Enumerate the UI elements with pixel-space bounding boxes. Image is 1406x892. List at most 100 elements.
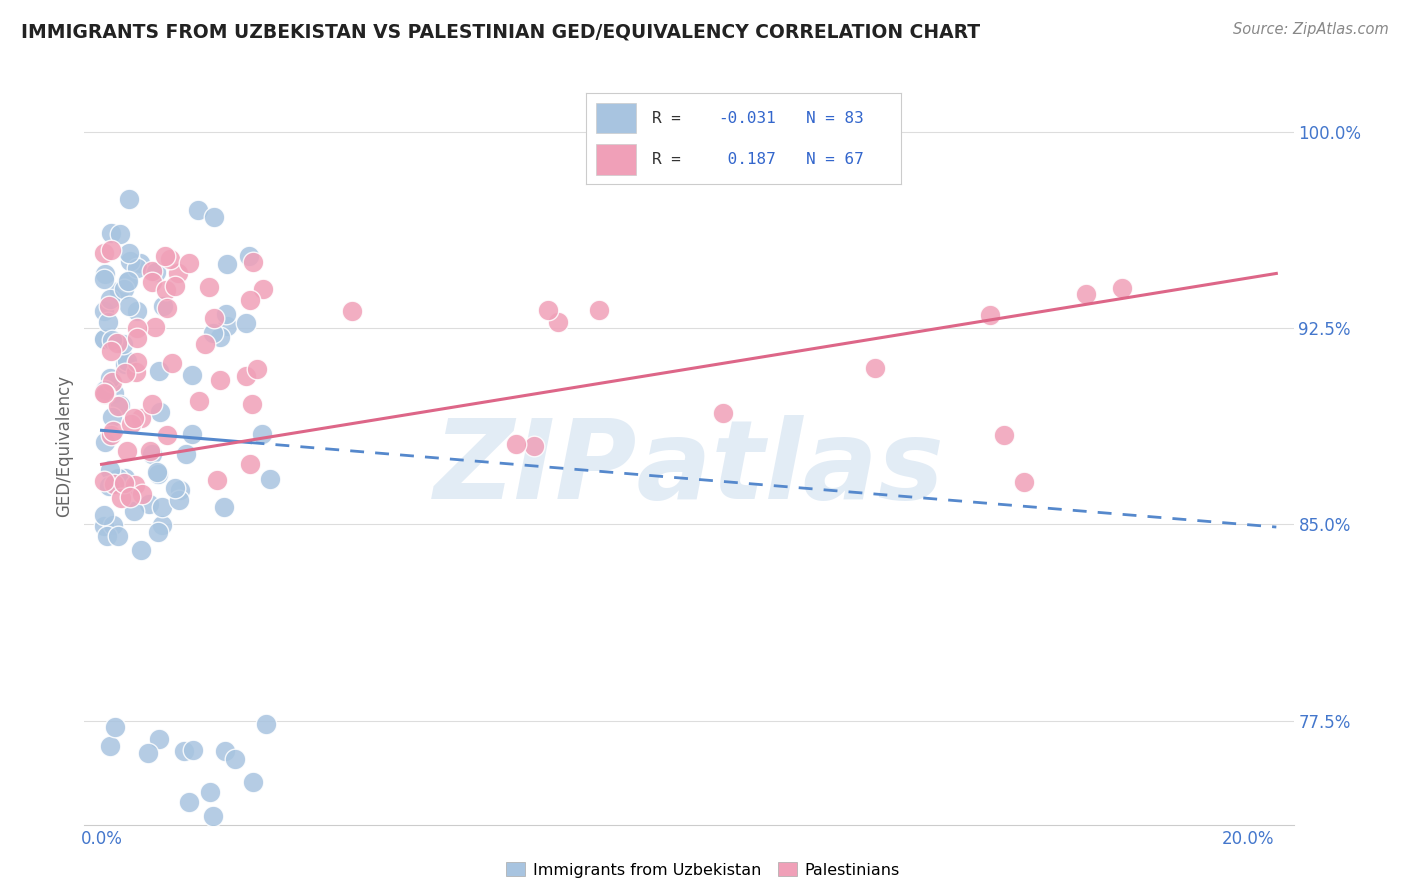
Point bbox=[214, 500, 236, 515]
Point bbox=[177, 256, 200, 270]
Point bbox=[138, 497, 160, 511]
Point bbox=[98, 292, 121, 306]
Point bbox=[202, 210, 225, 224]
Point bbox=[120, 254, 142, 268]
Point bbox=[148, 732, 170, 747]
Point bbox=[94, 383, 117, 397]
Point bbox=[117, 444, 139, 458]
Point bbox=[169, 483, 191, 498]
Point bbox=[239, 293, 262, 307]
Point bbox=[93, 303, 115, 318]
Point bbox=[224, 752, 246, 766]
Point bbox=[153, 249, 176, 263]
Point bbox=[588, 302, 610, 317]
Point bbox=[188, 393, 211, 408]
Text: Source: ZipAtlas.com: Source: ZipAtlas.com bbox=[1233, 22, 1389, 37]
Point bbox=[101, 375, 124, 389]
Point bbox=[181, 368, 204, 382]
Point bbox=[167, 492, 190, 507]
Point bbox=[125, 304, 148, 318]
Point bbox=[149, 405, 172, 419]
Point bbox=[156, 301, 179, 315]
Point bbox=[114, 470, 136, 484]
Point bbox=[198, 280, 221, 294]
Point bbox=[110, 491, 132, 505]
Point bbox=[118, 246, 141, 260]
Point bbox=[256, 717, 278, 731]
Point bbox=[163, 279, 186, 293]
Point bbox=[94, 435, 117, 450]
Point bbox=[93, 272, 115, 286]
Point bbox=[107, 335, 129, 350]
Point bbox=[100, 227, 122, 241]
Point bbox=[214, 744, 236, 758]
Text: IMMIGRANTS FROM UZBEKISTAN VS PALESTINIAN GED/EQUIVALENCY CORRELATION CHART: IMMIGRANTS FROM UZBEKISTAN VS PALESTINIA… bbox=[21, 22, 980, 41]
Point bbox=[202, 326, 225, 340]
Point bbox=[250, 426, 273, 441]
Point bbox=[108, 398, 131, 412]
Point bbox=[103, 425, 125, 439]
Point bbox=[104, 720, 127, 734]
Point bbox=[208, 373, 231, 387]
Point bbox=[136, 747, 159, 761]
Point bbox=[148, 364, 170, 378]
Point bbox=[107, 528, 129, 542]
Point bbox=[1074, 287, 1097, 301]
Point bbox=[141, 447, 163, 461]
Point bbox=[96, 528, 118, 542]
Point bbox=[93, 332, 115, 346]
Point bbox=[159, 252, 181, 266]
Point bbox=[215, 307, 238, 321]
Point bbox=[194, 337, 217, 351]
Point bbox=[141, 275, 163, 289]
Point bbox=[148, 467, 170, 482]
Point bbox=[112, 475, 135, 490]
Point bbox=[103, 386, 125, 401]
Point bbox=[115, 353, 138, 368]
Point bbox=[98, 463, 121, 477]
Point bbox=[155, 283, 177, 297]
Point bbox=[112, 282, 135, 296]
Point bbox=[215, 257, 238, 271]
Point bbox=[127, 261, 149, 276]
Point bbox=[139, 443, 162, 458]
Point bbox=[179, 795, 201, 809]
Point bbox=[94, 268, 117, 282]
Point bbox=[97, 299, 120, 313]
Point bbox=[202, 310, 225, 325]
Point bbox=[129, 255, 152, 269]
Point bbox=[93, 385, 115, 400]
Point bbox=[209, 330, 232, 344]
Point bbox=[93, 518, 115, 533]
Point bbox=[100, 243, 122, 257]
Point bbox=[100, 428, 122, 442]
Point bbox=[166, 266, 188, 280]
Point bbox=[100, 410, 122, 425]
Point bbox=[201, 809, 224, 823]
Point bbox=[115, 275, 138, 289]
Point bbox=[152, 299, 174, 313]
Y-axis label: GED/Equivalency: GED/Equivalency bbox=[55, 375, 73, 517]
Point bbox=[342, 304, 364, 318]
Point bbox=[205, 473, 228, 487]
Point bbox=[125, 330, 148, 344]
Point bbox=[93, 332, 115, 346]
Point bbox=[155, 427, 177, 442]
Point bbox=[125, 355, 148, 369]
Point bbox=[124, 478, 146, 492]
Point bbox=[100, 343, 122, 358]
Point bbox=[1012, 475, 1035, 490]
Point bbox=[993, 427, 1015, 442]
Point bbox=[117, 274, 139, 288]
Point bbox=[165, 481, 187, 495]
Point bbox=[108, 284, 131, 298]
Point bbox=[93, 245, 115, 260]
Point bbox=[107, 471, 129, 485]
Point bbox=[146, 524, 169, 539]
Point bbox=[98, 739, 121, 753]
Point bbox=[97, 315, 120, 329]
Point bbox=[711, 406, 734, 420]
Point bbox=[118, 192, 141, 206]
Point bbox=[173, 743, 195, 757]
Point bbox=[176, 447, 198, 461]
